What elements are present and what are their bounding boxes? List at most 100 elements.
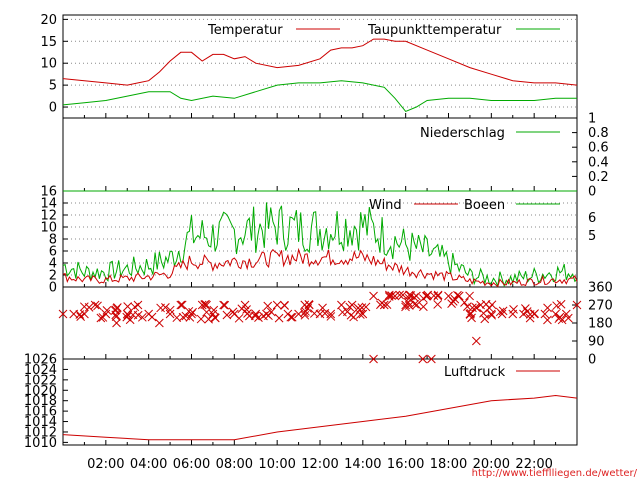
direction-point-stroke (337, 300, 346, 310)
direction-point-stroke (572, 300, 582, 310)
direction-point-stroke (471, 336, 481, 346)
direction-point-stroke (123, 310, 133, 320)
direction-point-stroke (369, 354, 378, 364)
direction-point-stroke (123, 302, 132, 311)
direction-point (479, 308, 488, 318)
direction-point-stroke (263, 301, 273, 311)
direction-point-stroke (551, 309, 560, 319)
x-tick-label: 22:00 (515, 457, 552, 472)
direction-point-stroke (204, 314, 213, 324)
direction-point (196, 314, 206, 324)
direction-point-stroke (113, 303, 122, 312)
direction-point-stroke (418, 354, 428, 364)
direction-point (123, 302, 132, 311)
y-tick-label-press: 1020 (24, 384, 57, 399)
y-tick-label-press: 1022 (24, 373, 57, 388)
direction-point (427, 354, 436, 364)
series-line-temperature (62, 38, 578, 86)
direction-point-stroke (476, 300, 485, 310)
direction-point (543, 315, 552, 325)
direction-point-stroke (197, 300, 207, 310)
direction-point (525, 310, 535, 319)
direction-point (202, 307, 211, 317)
direction-point-stroke (147, 312, 157, 322)
y-tick-label-temp: 20 (40, 13, 57, 28)
direction-point-stroke (487, 310, 497, 320)
direction-point (466, 308, 476, 318)
frame-layer (62, 14, 578, 446)
legend-dewpoint-label: Taupunkttemperatur (367, 23, 502, 38)
direction-point-stroke (453, 290, 462, 300)
direction-point-stroke (326, 312, 336, 321)
direction-point-stroke (450, 294, 460, 304)
direction-point-stroke (540, 309, 550, 319)
footer-url: http://www.tiefflliegen.de/wetter/ (472, 468, 638, 479)
direction-point-stroke (387, 291, 397, 301)
direction-point (133, 310, 143, 320)
direction-point-stroke (467, 313, 476, 323)
direction-point (130, 302, 140, 312)
direction-point-stroke (466, 308, 476, 318)
direction-point (176, 300, 186, 310)
direction-point-stroke (84, 303, 94, 312)
y-tick-label-wind: 8 (49, 233, 57, 248)
direction-point (172, 313, 182, 323)
direction-point (96, 313, 106, 323)
direction-point-stroke (184, 306, 194, 316)
direction-point (155, 318, 164, 328)
direction-point-stroke (468, 303, 477, 313)
y-tick-label-prec: 0.6 (588, 141, 609, 156)
legend-gusts-label: Boeen (464, 198, 505, 213)
direction-point (266, 307, 276, 317)
direction-point (111, 310, 121, 320)
series-line-pressure (62, 394, 578, 441)
direction-point-stroke (384, 292, 394, 301)
direction-point-stroke (280, 300, 289, 310)
direction-point-stroke (130, 302, 140, 312)
direction-point (572, 300, 582, 310)
direction-point (147, 312, 157, 322)
direction-point (480, 314, 490, 324)
direction-point-stroke (177, 300, 187, 310)
direction-point-stroke (137, 312, 147, 322)
direction-point-stroke (410, 299, 419, 309)
direction-point-stroke (519, 309, 528, 319)
direction-point-stroke (111, 310, 121, 320)
direction-point-stroke (165, 305, 175, 315)
direction-point-stroke (219, 300, 228, 310)
series-layer (58, 28, 582, 441)
y-tick-label-dir: 360 (588, 281, 613, 296)
direction-point (422, 291, 431, 301)
direction-point (382, 300, 392, 310)
direction-point-stroke (266, 307, 276, 317)
direction-point (450, 294, 460, 304)
direction-point (345, 302, 355, 312)
direction-point-stroke (398, 290, 408, 300)
direction-point-stroke (543, 315, 552, 325)
direction-point (468, 303, 477, 313)
direction-point (519, 309, 528, 319)
y-tick-label-dir: 180 (588, 317, 613, 332)
direction-point-stroke (196, 314, 206, 324)
direction-point (498, 306, 508, 316)
direction-point (287, 312, 297, 322)
direction-point (58, 309, 68, 319)
direction-point-stroke (427, 354, 436, 364)
series-line-dewpoint (62, 80, 577, 113)
y-tick-label-prec: 0.2 (588, 170, 609, 185)
direction-point (406, 291, 416, 300)
direction-point (228, 307, 238, 317)
direction-point (460, 298, 469, 307)
direction-point-stroke (155, 318, 164, 328)
y-tick-label-press: 1016 (24, 405, 57, 420)
direction-point-stroke (122, 312, 132, 322)
y-tick-label-dir: 0 (588, 353, 596, 368)
x-tick-label: 18:00 (430, 457, 467, 472)
direction-point-stroke (422, 291, 431, 301)
direction-point (418, 354, 428, 364)
y-tick-label-temp: 15 (40, 35, 57, 50)
direction-point-stroke (229, 309, 239, 319)
direction-point (487, 310, 497, 320)
